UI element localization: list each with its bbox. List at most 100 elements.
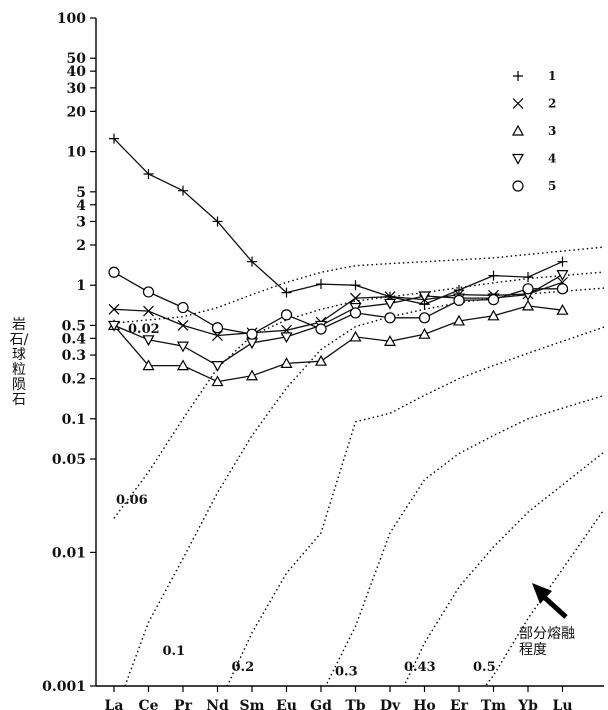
series-2-point-2 xyxy=(177,319,189,331)
series-3-point-6 xyxy=(314,354,328,366)
series-2-point-0 xyxy=(108,303,120,315)
y-tick-label-8: 3 xyxy=(76,214,86,230)
y-axis-label: 岩石/球粒陨石 xyxy=(9,317,29,408)
series-5-point-1 xyxy=(142,286,155,298)
series-5-point-4 xyxy=(246,328,258,340)
series-5-point-3 xyxy=(211,322,224,334)
melt-curve-2 xyxy=(124,287,604,686)
x-tick-label-5: Eu xyxy=(276,698,297,710)
y-tick-label-5: 10 xyxy=(67,145,87,161)
x-tick-label-0: La xyxy=(105,698,124,710)
legend-marker-2 xyxy=(512,98,524,109)
series-5-point-7 xyxy=(349,307,362,319)
legend-label-4: 4 xyxy=(548,152,556,166)
legend-label-2: 2 xyxy=(548,97,556,111)
series-1-point-11 xyxy=(488,270,499,281)
legend-label-3: 3 xyxy=(548,124,556,138)
legend: 1 2 3 4 5 xyxy=(511,69,556,193)
melt-curve-3 xyxy=(226,326,604,686)
y-tick-label-0: 100 xyxy=(57,11,86,27)
series-line-2 xyxy=(113,281,563,337)
series-5-point-12 xyxy=(522,283,534,295)
legend-marker-5 xyxy=(512,180,524,192)
y-tick-label-11: 0.5 xyxy=(62,318,86,334)
melt-curve-6 xyxy=(484,509,604,686)
y-tick-label-1: 50 xyxy=(67,51,87,67)
series-4-point-13 xyxy=(556,270,569,281)
series-5-point-10 xyxy=(453,294,465,306)
melt-curve-5 xyxy=(403,451,604,686)
series-2-point-7 xyxy=(350,292,361,304)
melt-curve-label-6: 0.5 xyxy=(473,660,496,675)
series-5-point-2 xyxy=(177,301,189,314)
legend-marker-1 xyxy=(513,71,523,81)
sample-series xyxy=(107,133,569,387)
x-tick-label-10: Er xyxy=(450,698,469,710)
x-tick-label-9: Ho xyxy=(413,698,436,710)
series-4-point-2 xyxy=(176,341,190,353)
x-tick-label-12: Yb xyxy=(517,698,538,710)
series-1-point-1 xyxy=(143,168,154,179)
y-tick-label-13: 0.3 xyxy=(62,348,86,364)
x-tick-label-3: Nd xyxy=(206,698,229,710)
series-1-point-7 xyxy=(350,280,361,291)
series-5-point-8 xyxy=(384,312,396,324)
x-tick-label-2: Pr xyxy=(174,698,193,710)
series-3-point-7 xyxy=(349,330,362,342)
series-4-point-5 xyxy=(280,332,293,344)
series-3-point-1 xyxy=(142,359,155,371)
y-tick-label-4: 20 xyxy=(67,104,87,120)
series-4-point-9 xyxy=(418,291,431,303)
x-tick-label-7: Tb xyxy=(345,698,365,710)
series-4-point-0 xyxy=(107,320,121,332)
series-1-point-0 xyxy=(109,133,119,144)
series-3-point-8 xyxy=(383,335,397,346)
series-line-4 xyxy=(113,274,563,367)
series-3-point-3 xyxy=(211,375,224,387)
series-1-point-10 xyxy=(454,285,464,296)
series-line-3 xyxy=(113,305,563,383)
legend-label-1: 1 xyxy=(548,69,556,83)
arrow-head-icon xyxy=(532,583,552,604)
series-3-point-12 xyxy=(521,299,535,311)
series-1-point-2 xyxy=(178,185,188,196)
series-4-point-3 xyxy=(211,361,224,372)
series-1-point-4 xyxy=(247,256,257,267)
series-1-point-3 xyxy=(212,216,223,227)
y-tick-label-14: 0.2 xyxy=(62,372,86,388)
series-3-point-13 xyxy=(556,303,569,315)
melt-curve-label-1: 0.06 xyxy=(116,493,148,508)
series-3-point-10 xyxy=(452,314,466,326)
y-tick-label-17: 0.01 xyxy=(52,545,86,561)
series-line-5 xyxy=(113,271,563,335)
series-3-point-4 xyxy=(245,369,259,381)
axes: 1005040302010543210.50.40.30.20.10.050.0… xyxy=(42,11,604,710)
series-5-point-13 xyxy=(556,283,569,295)
y-tick-label-9: 2 xyxy=(76,238,86,254)
series-5-point-11 xyxy=(487,294,500,306)
series-5-point-5 xyxy=(280,309,293,321)
series-1-point-13 xyxy=(557,256,568,267)
y-tick-label-12: 0.4 xyxy=(62,331,87,347)
series-4-point-4 xyxy=(245,338,259,350)
series-5-point-9 xyxy=(418,312,431,324)
series-5-point-0 xyxy=(108,266,120,278)
melt-curve-label-4: 0.3 xyxy=(335,664,358,679)
melt-degree-note: 部分熔融程度 xyxy=(519,626,575,658)
series-1-point-12 xyxy=(523,272,533,283)
y-tick-label-15: 0.1 xyxy=(62,412,86,428)
series-4-point-8 xyxy=(383,298,397,310)
series-5-point-6 xyxy=(315,323,327,335)
melt-curves: 0.02 0.06 0.1 0.2 0.3 0.43 0.5 xyxy=(113,246,604,686)
melt-curve-label-2: 0.1 xyxy=(163,644,186,659)
series-3-point-11 xyxy=(487,309,500,321)
x-tick-label-8: Dy xyxy=(380,698,401,710)
melt-degree-arrow xyxy=(532,583,568,619)
series-2-point-1 xyxy=(143,305,154,317)
y-tick-label-7: 4 xyxy=(76,198,86,214)
series-4-point-1 xyxy=(142,335,155,347)
y-tick-label-16: 0.05 xyxy=(52,452,86,468)
y-tick-label-6: 5 xyxy=(76,185,86,201)
series-line-1 xyxy=(113,138,563,305)
